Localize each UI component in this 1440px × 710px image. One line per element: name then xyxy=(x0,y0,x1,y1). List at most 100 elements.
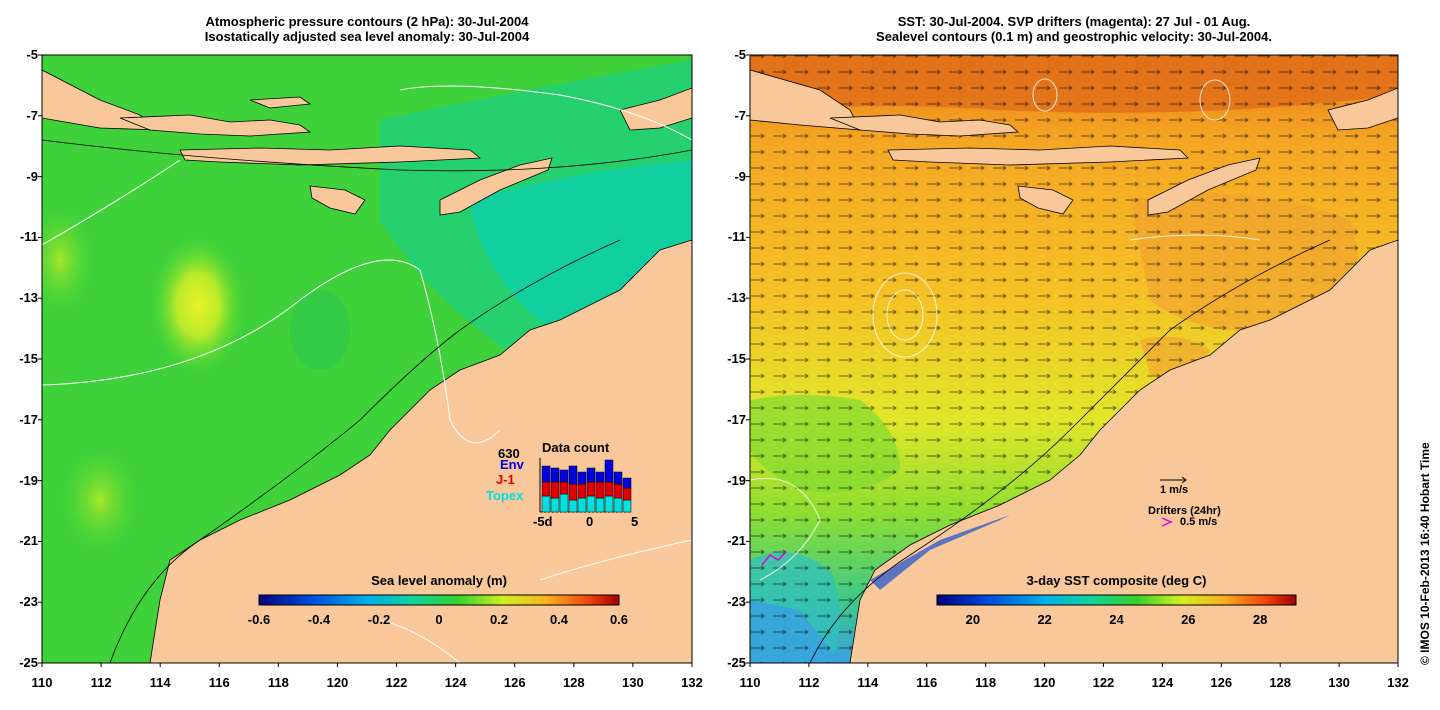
right-y-tick-label: -15 xyxy=(727,351,746,366)
velocity-scale-arrow xyxy=(1160,476,1187,484)
right-title-line1: SST: 30-Jul-2004. SVP drifters (magenta)… xyxy=(897,14,1251,29)
inset-bar xyxy=(550,467,560,483)
left-title: Atmospheric pressure contours (2 hPa): 3… xyxy=(42,14,692,44)
left-x-tick-label: 112 xyxy=(90,675,112,690)
sea-level-colorbar-label: 0.2 xyxy=(489,612,509,627)
sea-level-colorbar-label: -0.4 xyxy=(307,612,331,627)
inset-bar xyxy=(586,467,596,483)
left-x-tick-label: 122 xyxy=(385,675,408,690)
inset-bar xyxy=(550,497,560,513)
inset-bar xyxy=(586,495,596,513)
inset-xtick-end: 5 xyxy=(631,514,639,529)
right-x-tick-label: 130 xyxy=(1328,675,1350,690)
sea-level-colorbar-label: 0 xyxy=(435,612,443,627)
left-y-tick-label: -5 xyxy=(26,47,38,62)
right-x-tick-label: 128 xyxy=(1269,675,1292,690)
sea-level-colorbar-label: -0.2 xyxy=(367,612,391,627)
left-x-tick-label: 132 xyxy=(681,675,703,690)
sea-level-colorbar-label: 0.6 xyxy=(609,612,629,627)
left-x-tick-label: 116 xyxy=(208,675,230,690)
left-x-tick-label: 118 xyxy=(267,675,289,690)
velocity-scale-label: 1 m/s xyxy=(1160,484,1189,496)
left-y-tick-label: -17 xyxy=(19,411,38,427)
inset-count: 630 xyxy=(498,446,520,461)
sst-colorbar-label: 20 xyxy=(965,612,981,627)
inset-bar xyxy=(604,459,614,483)
right-y-tick-label: -23 xyxy=(727,594,746,610)
inset-mission-env: Env xyxy=(500,457,524,472)
sst-map xyxy=(750,55,1398,663)
left-x-tick-label: 126 xyxy=(503,675,526,690)
right-x-tick-label: 124 xyxy=(1151,675,1174,690)
left-x-tick-label: 130 xyxy=(622,675,644,690)
right-y-tick-label: -25 xyxy=(727,655,746,670)
sst-colorbar-title: 3-day SST composite (deg C) xyxy=(1026,573,1207,588)
inset-bar xyxy=(541,465,551,483)
inset-bar xyxy=(568,483,578,501)
right-y-tick-label: -11 xyxy=(727,229,746,245)
sea-level-colorbar xyxy=(258,594,620,606)
inset-bar xyxy=(577,483,587,499)
sst-colorbar-label: 22 xyxy=(1037,612,1052,627)
left-y-tick-label: -13 xyxy=(19,290,38,306)
right-y-tick-label: -5 xyxy=(734,47,746,62)
inset-bar xyxy=(577,471,587,485)
inset-mission-topex: Topex xyxy=(486,488,524,503)
sst-colorbar-label: 26 xyxy=(1181,612,1196,627)
data-count-inset xyxy=(539,458,632,513)
right-title: SST: 30-Jul-2004. SVP drifters (magenta)… xyxy=(750,14,1398,44)
right-y-tick-label: -7 xyxy=(734,107,746,123)
inset-bar xyxy=(568,499,578,513)
inset-bar xyxy=(559,469,569,483)
right-x-tick-label: 118 xyxy=(975,675,997,690)
right-y-tick-label: -17 xyxy=(727,411,746,427)
right-x-tick-label: 110 xyxy=(739,675,761,690)
inset-bar xyxy=(604,495,614,513)
right-x-tick-label: 132 xyxy=(1387,675,1409,690)
inset-bar xyxy=(577,497,587,513)
left-y-tick-label: -7 xyxy=(26,107,38,123)
left-title-line2: Isostatically adjusted sea level anomaly… xyxy=(204,29,530,44)
right-y-tick-label: -21 xyxy=(727,533,746,549)
inset-bar xyxy=(541,495,551,513)
drifter-speed-label: 0.5 m/s xyxy=(1180,516,1218,528)
inset-xtick-mid: 0 xyxy=(586,514,594,529)
sst-colorbar xyxy=(936,594,1297,606)
left-y-tick-label: -9 xyxy=(26,168,38,184)
inset-bar xyxy=(595,471,605,483)
sea-level-colorbar-label: 0.4 xyxy=(549,612,569,627)
inset-mission-j1: J-1 xyxy=(496,472,515,487)
right-x-tick-label: 114 xyxy=(857,675,879,690)
right-y-tick-label: -13 xyxy=(727,290,746,306)
right-y-tick-label: -9 xyxy=(734,168,746,184)
inset-bar xyxy=(613,483,623,499)
right-y-tick-label: -19 xyxy=(727,472,746,488)
inset-bar xyxy=(604,481,614,497)
inset-bar xyxy=(559,481,569,495)
right-x-tick-label: 122 xyxy=(1092,675,1115,690)
left-x-tick-label: 124 xyxy=(444,675,467,690)
inset-bar xyxy=(595,481,605,499)
left-y-tick-label: -11 xyxy=(19,229,38,245)
left-y-tick-label: -23 xyxy=(19,594,38,610)
inset-bar xyxy=(595,497,605,513)
inset-bar xyxy=(622,499,632,513)
inset-bar xyxy=(550,481,560,499)
sea-level-anomaly-map xyxy=(42,55,692,663)
drifter-arrow xyxy=(1161,517,1173,527)
inset-bar xyxy=(559,493,569,513)
sst-colorbar-label: 24 xyxy=(1109,612,1124,627)
drifters-label: Drifters (24hr) xyxy=(1148,505,1221,517)
left-y-tick-label: -25 xyxy=(19,655,38,670)
left-x-tick-label: 120 xyxy=(326,675,349,690)
right-x-tick-label: 126 xyxy=(1210,675,1233,690)
left-x-tick-label: 114 xyxy=(149,675,171,690)
left-y-tick-label: -15 xyxy=(19,351,38,366)
right-x-tick-label: 120 xyxy=(1033,675,1056,690)
inset-bar xyxy=(622,487,632,501)
left-x-tick-label: 128 xyxy=(562,675,585,690)
left-y-tick-label: -19 xyxy=(19,472,38,488)
inset-xtick-start: -5d xyxy=(533,514,553,529)
left-title-line1: Atmospheric pressure contours (2 hPa): 3… xyxy=(205,14,529,29)
